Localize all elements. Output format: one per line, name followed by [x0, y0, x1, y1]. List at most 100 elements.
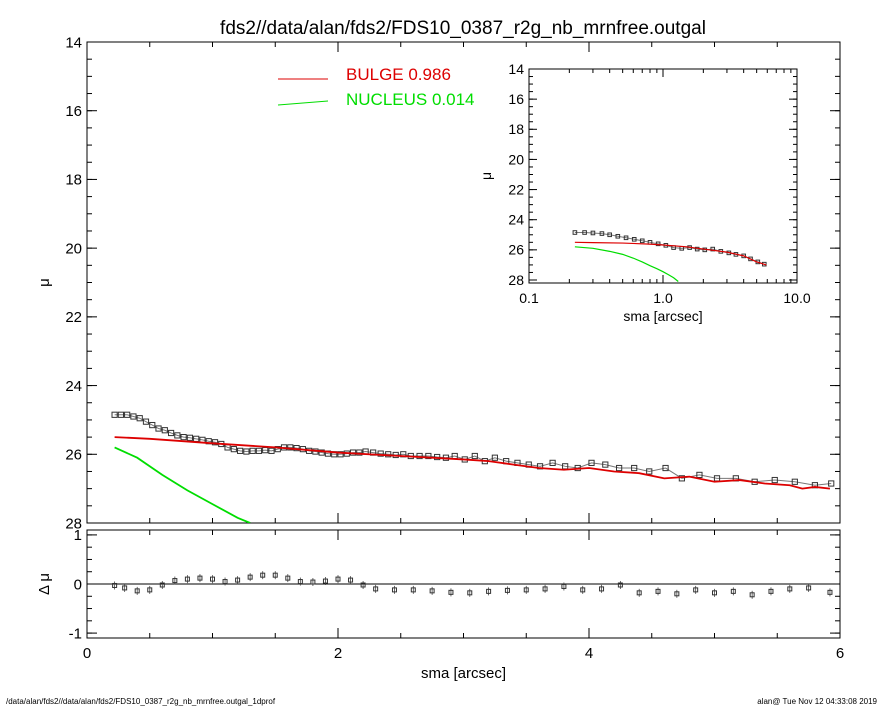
data-point	[180, 434, 187, 441]
data-point	[599, 586, 605, 592]
bulge-line	[114, 436, 831, 490]
data-point	[161, 427, 168, 434]
data-point	[712, 590, 717, 596]
data-point	[748, 256, 753, 262]
data-point	[549, 459, 556, 466]
data-point	[749, 592, 755, 598]
main-panel: 14 16 18 20 22 24 26 28 μ	[36, 34, 841, 532]
data-point	[373, 586, 379, 592]
data-point	[172, 578, 178, 584]
y-tick-label: 14	[508, 61, 524, 77]
data-point	[155, 425, 162, 432]
x-tick-label: 4	[585, 645, 593, 662]
y-tick-label: 24	[508, 212, 524, 228]
data-point	[655, 588, 661, 594]
x-axis-label: sma [arcsec]	[421, 665, 506, 682]
data-point	[249, 447, 256, 454]
x-tick-label: 6	[836, 645, 844, 662]
data-point	[174, 432, 181, 439]
y-axis-label: Δ μ	[36, 573, 53, 595]
data-point	[112, 582, 118, 588]
data-point	[730, 588, 736, 594]
data-point	[377, 450, 384, 457]
data-point	[582, 230, 587, 235]
data-point	[806, 585, 812, 591]
data-point	[448, 589, 454, 595]
plot-area	[112, 571, 833, 599]
x-tick-label: 1.0	[653, 290, 673, 306]
data-point	[211, 439, 219, 446]
nucleus-line	[574, 246, 679, 282]
chart-title: fds2//data/alan/fds2/FDS10_0387_r2g_nb_m…	[220, 18, 706, 39]
bulge-line	[574, 241, 767, 266]
data-point	[247, 574, 253, 580]
data-point	[243, 448, 250, 455]
data-point	[285, 575, 291, 581]
y-axis-label: μ	[478, 172, 494, 180]
data-point	[184, 576, 190, 582]
data-point	[360, 582, 366, 588]
y-tick-label: 18	[65, 172, 82, 189]
data-point	[828, 480, 835, 487]
data-point	[122, 585, 128, 591]
data-point	[491, 454, 498, 461]
data-point	[636, 590, 642, 596]
data-point	[186, 434, 194, 441]
data-point	[134, 588, 140, 594]
data-point	[230, 446, 237, 453]
data-point	[335, 576, 341, 582]
data-point	[631, 464, 638, 472]
y-tick-label: 22	[65, 309, 82, 326]
data-point	[590, 230, 596, 236]
legend: BULGE 0.986 NUCLEUS 0.014	[277, 65, 475, 109]
data-point	[429, 588, 435, 594]
y-tick-label: 14	[65, 34, 82, 51]
data-point	[580, 587, 586, 593]
data-point	[425, 452, 432, 460]
data-point	[136, 415, 143, 422]
data-point	[523, 587, 529, 593]
data-point	[791, 478, 798, 485]
data-point	[623, 235, 629, 241]
data-point	[111, 411, 118, 418]
y-tick-label: 26	[65, 447, 82, 464]
data-point	[607, 232, 612, 238]
data-point	[260, 572, 266, 578]
data-point	[542, 586, 548, 592]
data-point	[130, 413, 137, 420]
inset-panel: 0.1 1.0 10.0 14 16 18 20 22 24 26 28 sma [arcsec] μ	[478, 61, 811, 324]
data-point	[504, 587, 510, 593]
data-point	[588, 459, 595, 466]
data-point	[235, 577, 241, 583]
data-point	[646, 468, 653, 475]
data-point	[768, 588, 774, 594]
data-point	[471, 452, 478, 460]
data-point	[617, 582, 623, 588]
y-tick-label: 16	[508, 91, 524, 107]
data-point	[410, 587, 416, 593]
data-point	[674, 591, 680, 597]
data-point	[159, 582, 165, 588]
plot-area	[111, 411, 835, 523]
data-point	[771, 476, 778, 484]
data-point	[631, 236, 637, 242]
data-point	[255, 447, 263, 454]
data-point	[486, 588, 492, 594]
data-point	[655, 241, 661, 247]
y-axis-label: μ	[36, 278, 53, 287]
data-point	[124, 411, 131, 418]
data-point	[599, 231, 605, 236]
legend-nucleus-line	[277, 100, 329, 106]
data-point	[322, 578, 328, 584]
data-point	[827, 589, 833, 595]
y-tick-label: 1	[74, 527, 82, 544]
data-point	[142, 418, 150, 425]
data-point	[318, 449, 325, 456]
data-point	[356, 449, 363, 456]
x-tick-label: 2	[334, 645, 342, 662]
data-point	[147, 587, 153, 593]
y-tick-label: 20	[508, 151, 524, 167]
y-tick-label: 18	[508, 121, 524, 137]
y-tick-label: 22	[508, 181, 524, 197]
